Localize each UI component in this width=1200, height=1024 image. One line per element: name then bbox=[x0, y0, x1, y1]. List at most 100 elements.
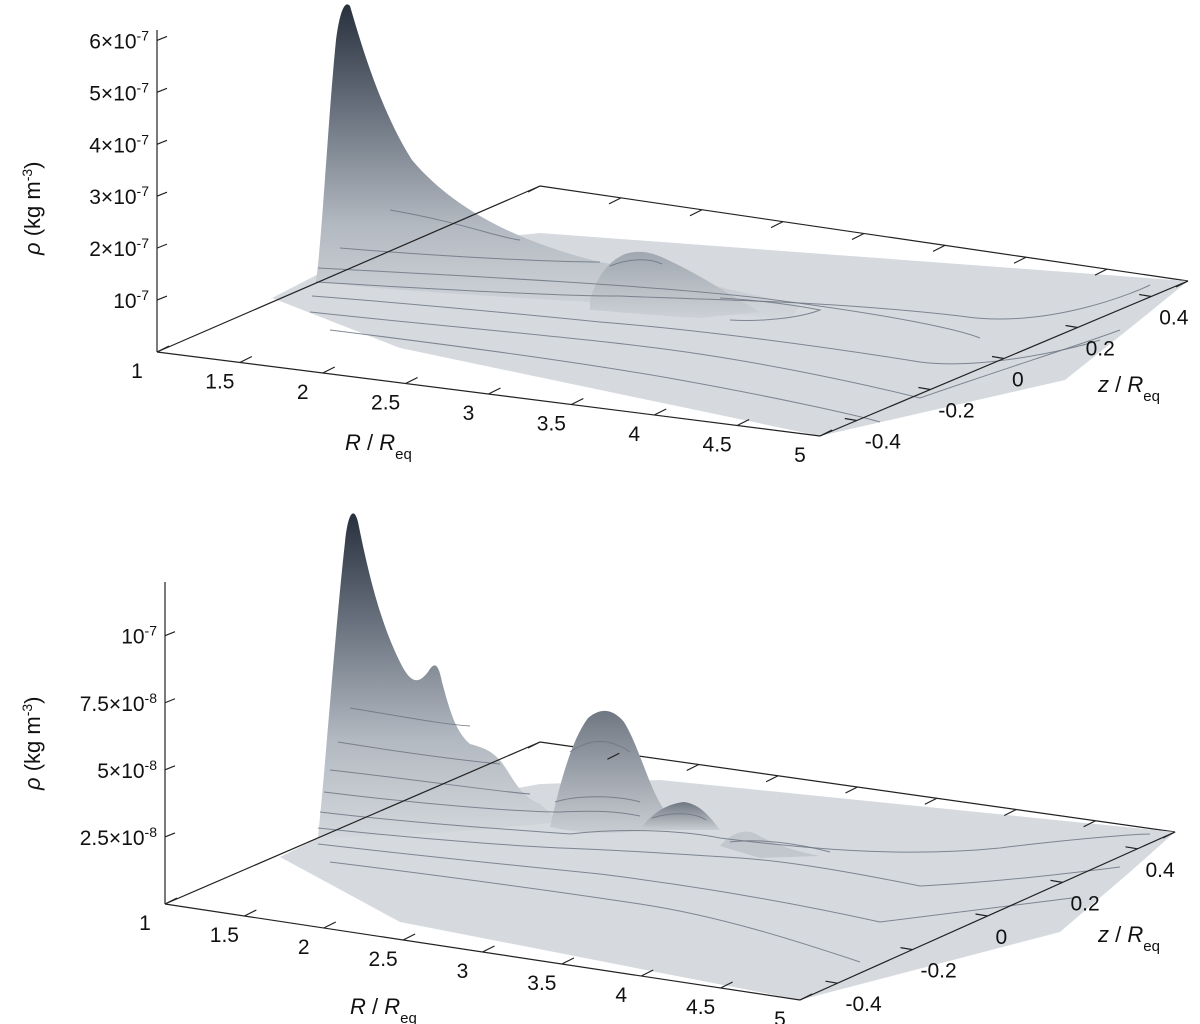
back-tick-mark bbox=[851, 232, 865, 241]
rho-tick-mark bbox=[164, 832, 176, 838]
r-tick-mark bbox=[736, 418, 750, 427]
rho-tick-mark bbox=[156, 243, 168, 249]
back-tick-mark bbox=[770, 221, 784, 229]
back-tick-mark bbox=[527, 741, 541, 749]
r-tick-label: 1.5 bbox=[205, 371, 234, 394]
z-tick-mark bbox=[1065, 324, 1078, 329]
z-axis-title: z / Req bbox=[1097, 922, 1160, 955]
rho-tick-label: 10-7 bbox=[113, 287, 149, 313]
r-tick-label: 4 bbox=[628, 423, 640, 446]
r-axis-ticks: 1 1.5 2 2.5 3 3.5 4 4.5 5 bbox=[131, 345, 833, 467]
secondary-density-bump bbox=[590, 251, 760, 318]
rho-tick-label: 5×10-8 bbox=[97, 757, 157, 783]
r-tick-label: 3.5 bbox=[527, 972, 556, 995]
r-tick-label: 4 bbox=[615, 984, 627, 1007]
z-tick-mark bbox=[844, 417, 857, 422]
contour-lines bbox=[309, 209, 1151, 423]
r-tick-label: 1 bbox=[139, 912, 151, 935]
top-surface-plot: 10-7 2×10-7 3×10-7 4×10-7 5×10-7 6×10-7 1 1.5 2… bbox=[19, 4, 1189, 467]
rho-tick-mark bbox=[156, 35, 168, 41]
r-axis-ticks: 1 1.5 2 2.5 3 3.5 4 4.5 5 bbox=[139, 897, 813, 1024]
rho-axis-ticks: 10-7 2×10-7 3×10-7 4×10-7 5×10-7 6×10-7 bbox=[89, 27, 168, 313]
contour-lines bbox=[317, 707, 1151, 963]
z-tick-label: -0.4 bbox=[865, 431, 902, 454]
rho-tick-label: 5×10-7 bbox=[89, 79, 149, 105]
density-peak-surface bbox=[318, 513, 560, 837]
r-tick-mark bbox=[244, 909, 257, 917]
back-tick-mark bbox=[765, 775, 779, 783]
back-tick-mark bbox=[845, 786, 858, 794]
r-tick-mark bbox=[322, 366, 336, 374]
back-tick-mark bbox=[686, 763, 700, 772]
back-axis-ticks bbox=[527, 741, 1176, 839]
r-tick-label: 3.5 bbox=[537, 413, 566, 436]
r-tick-label: 5 bbox=[794, 444, 806, 467]
rho-tick-label: 4×10-7 bbox=[89, 131, 149, 157]
z-tick-label: 0 bbox=[1012, 369, 1024, 392]
r-tick-label: 2 bbox=[298, 936, 310, 959]
back-tick-mark bbox=[607, 752, 620, 760]
z-tick-label: 0.4 bbox=[1159, 307, 1189, 330]
rho-tick-mark bbox=[156, 139, 168, 145]
r-tick-mark bbox=[640, 969, 654, 977]
z-tick-label: -0.4 bbox=[846, 993, 883, 1016]
r-tick-mark bbox=[571, 397, 584, 406]
r-axis-title: R / Req bbox=[350, 994, 417, 1024]
rho-axis-title: ρ (kg m-3) bbox=[19, 161, 45, 256]
r-tick-label: 5 bbox=[774, 1008, 786, 1024]
r-tick-mark bbox=[239, 355, 253, 364]
rho-tick-mark bbox=[156, 87, 168, 93]
r-tick-label: 1 bbox=[131, 360, 143, 383]
r-tick-label: 2.5 bbox=[371, 392, 400, 415]
secondary-density-bump bbox=[550, 710, 666, 833]
back-tick-mark bbox=[1162, 831, 1176, 839]
r-tick-mark bbox=[156, 345, 170, 353]
left-depth-axis-line bbox=[156, 185, 541, 353]
bottom-surface-plot: 2.5×10-8 5×10-8 7.5×10-8 10-7 1 1.5 2 2.5 3 3.5 4… bbox=[19, 513, 1176, 1024]
r-tick-label: 3 bbox=[457, 960, 469, 983]
r-tick-mark bbox=[402, 933, 416, 941]
r-tick-label: 1.5 bbox=[210, 924, 239, 947]
z-tick-mark bbox=[825, 980, 838, 984]
z-tick-label: -0.2 bbox=[921, 960, 957, 983]
r-tick-mark bbox=[323, 921, 337, 929]
rho-tick-label: 2.5×10-8 bbox=[80, 824, 157, 850]
rho-tick-mark bbox=[156, 191, 168, 197]
z-tick-label: 0.4 bbox=[1146, 859, 1176, 882]
r-tick-mark bbox=[720, 981, 733, 989]
r-tick-mark bbox=[819, 429, 833, 437]
rho-tick-label: 2×10-7 bbox=[89, 235, 149, 261]
back-tick-mark bbox=[924, 797, 938, 805]
density-peak-surface bbox=[316, 4, 800, 320]
back-tick-mark bbox=[608, 197, 622, 205]
rho-tick-label: 6×10-7 bbox=[89, 27, 149, 53]
rho-tick-label: 10-7 bbox=[121, 623, 157, 649]
back-tick-mark bbox=[1083, 820, 1096, 828]
rho-tick-mark bbox=[156, 295, 168, 301]
rho-tick-mark bbox=[164, 631, 176, 637]
back-tick-mark bbox=[932, 244, 946, 252]
back-tick-mark bbox=[1003, 808, 1017, 817]
rho-tick-label: 3×10-7 bbox=[89, 183, 149, 209]
r-tick-label: 3 bbox=[463, 402, 475, 425]
rho-axis-title: ρ (kg m-3) bbox=[19, 696, 45, 791]
surface-floor bbox=[280, 780, 1175, 1000]
r-tick-mark bbox=[653, 408, 667, 416]
r-tick-mark bbox=[482, 945, 495, 953]
r-tick-mark bbox=[561, 957, 575, 965]
z-tick-mark bbox=[1125, 846, 1138, 850]
z-tick-mark bbox=[900, 947, 913, 951]
z-axis-ticks: -0.4 -0.2 0 0.2 0.4 bbox=[844, 293, 1189, 454]
r-tick-label: 4.5 bbox=[703, 434, 732, 457]
z-tick-label: -0.2 bbox=[938, 400, 974, 423]
z-tick-mark bbox=[975, 913, 988, 917]
tertiary-density-bump bbox=[640, 802, 720, 830]
rho-axis-ticks: 2.5×10-8 5×10-8 7.5×10-8 10-7 bbox=[80, 623, 176, 850]
back-tick-mark bbox=[689, 209, 703, 217]
r-tick-label: 2 bbox=[297, 381, 309, 404]
r-tick-label: 4.5 bbox=[686, 996, 715, 1019]
r-tick-label: 2.5 bbox=[369, 948, 398, 971]
z-tick-mark bbox=[918, 386, 931, 391]
r-axis-title: R / Req bbox=[345, 430, 412, 463]
z-tick-mark bbox=[1050, 879, 1063, 883]
